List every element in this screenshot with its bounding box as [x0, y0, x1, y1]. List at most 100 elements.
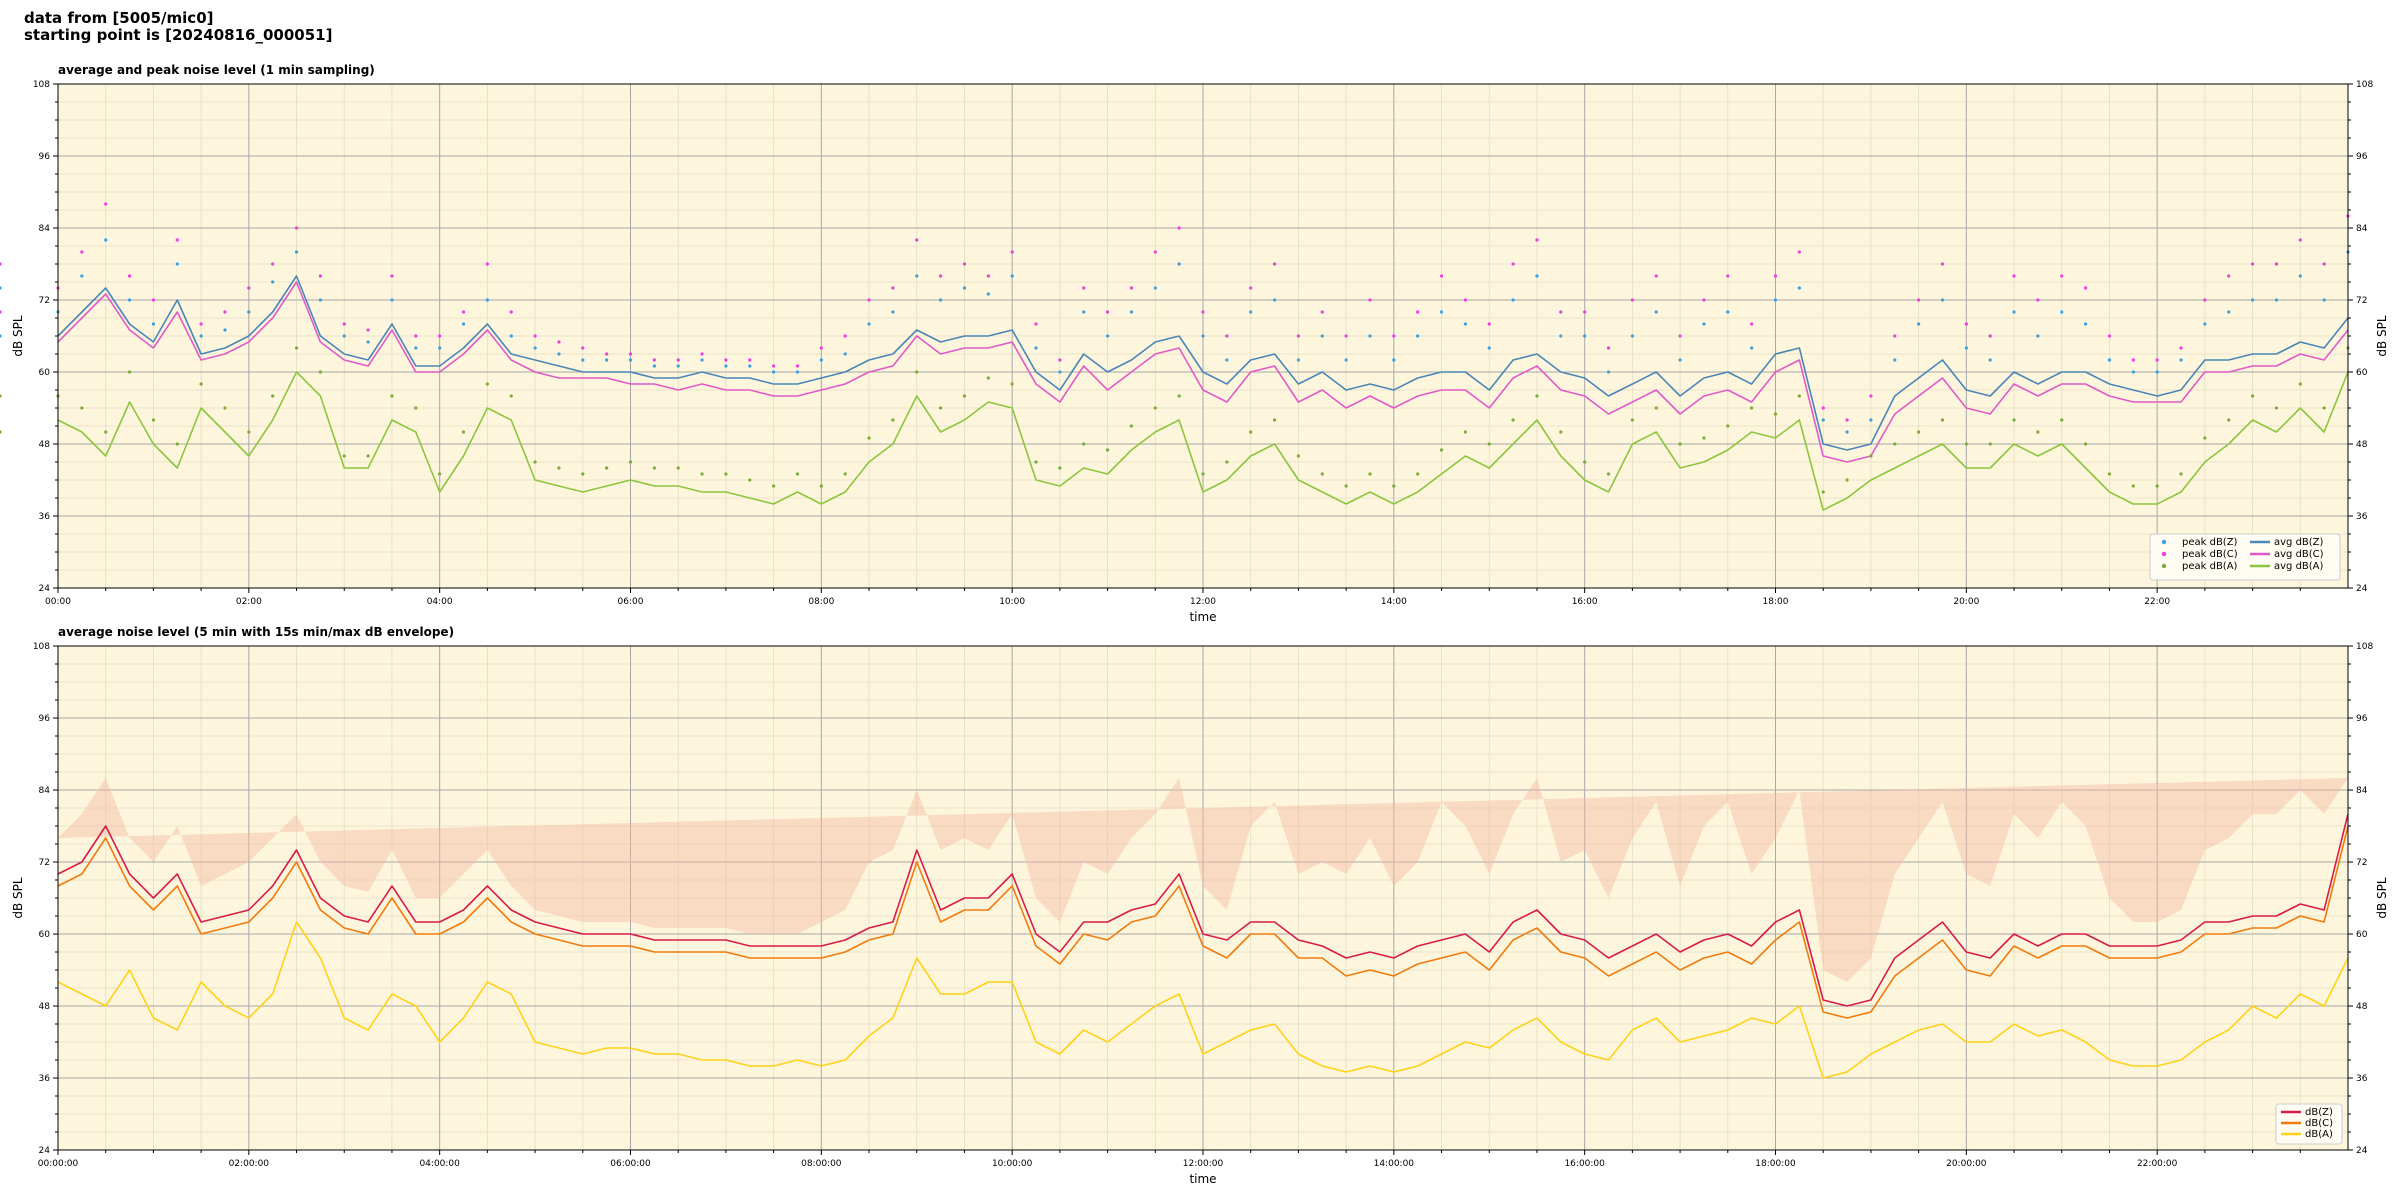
y-tick-label-right: 24: [2356, 1146, 2368, 1156]
data-point-peak-db-a: [628, 460, 633, 464]
series-line-avg-db-z: [57, 275, 2349, 451]
series-envelope: [58, 778, 2348, 982]
data-point-peak-db-z: [772, 370, 776, 374]
y-tick-label: 36: [39, 1074, 51, 1084]
data-point-peak-db-c: [485, 262, 489, 266]
data-point-peak-db-c: [867, 298, 871, 302]
data-point-peak-db-c: [271, 262, 275, 266]
data-point-peak-db-c: [1082, 286, 1086, 290]
data-point-peak-db-a: [1702, 436, 1706, 440]
y-tick-label-right: 48: [2356, 1002, 2368, 1012]
data-point-peak-db-z: [915, 274, 919, 278]
y-tick-label: 108: [33, 642, 50, 652]
data-point-peak-db-z: [1368, 334, 1372, 338]
data-point-peak-db-a: [1296, 454, 1301, 458]
data-point-peak-db-a: [2084, 442, 2088, 446]
data-point-peak-db-z: [1893, 358, 1897, 362]
data-point-peak-db-a: [1439, 448, 1444, 452]
y-tick-label: 48: [39, 1002, 51, 1012]
data-point-peak-db-z: [461, 322, 466, 326]
data-point-peak-db-a: [557, 466, 561, 470]
data-point-peak-db-z: [1201, 334, 1205, 338]
data-point-peak-db-z: [1225, 358, 1229, 362]
data-point-peak-db-c: [700, 352, 704, 356]
data-point-peak-db-c: [1917, 298, 1921, 302]
y-tick-label-right: 96: [2356, 714, 2368, 724]
y-tick-label-right: 72: [2356, 296, 2367, 306]
source-line: data from [5005/mic0]: [24, 9, 214, 27]
data-point-peak-db-c: [581, 346, 585, 350]
start-point-line: starting point is [20240816_000051]: [24, 26, 333, 44]
data-point-peak-db-z: [1272, 298, 1277, 302]
data-point-peak-db-z: [557, 352, 561, 356]
data-point-peak-db-c: [748, 358, 752, 362]
data-point-peak-db-z: [1726, 310, 1730, 314]
data-point-peak-db-a: [2203, 436, 2207, 440]
data-point-peak-db-c: [2227, 274, 2231, 278]
data-point-peak-db-z: [843, 352, 847, 356]
data-point-peak-db-z: [151, 322, 156, 326]
legend: peak dB(Z)peak dB(C)peak dB(A)avg dB(Z)a…: [2149, 533, 2341, 581]
data-point-peak-db-a: [2107, 472, 2112, 476]
data-point-peak-db-z: [1463, 322, 1467, 326]
data-point-peak-db-z: [1750, 346, 1754, 350]
data-point-peak-db-z: [1177, 262, 1181, 266]
x-tick-label: 06:00:00: [610, 1159, 651, 1169]
legend-marker: [2161, 539, 2167, 545]
data-point-peak-db-z: [1797, 286, 1801, 290]
x-tick-label: 14:00:00: [1374, 1159, 1415, 1169]
data-point-peak-db-z: [986, 292, 990, 296]
data-point-peak-db-z: [939, 298, 943, 302]
y-tick-label: 96: [39, 714, 51, 724]
data-point-peak-db-z: [1773, 298, 1778, 302]
data-point-peak-db-z: [247, 310, 251, 314]
data-point-peak-db-z: [1869, 418, 1873, 422]
data-point-peak-db-z: [676, 364, 680, 368]
data-point-peak-db-c: [1368, 298, 1372, 302]
data-point-peak-db-z: [1320, 334, 1324, 338]
y-tick-label-right: 24: [2356, 584, 2368, 594]
data-point-peak-db-a: [1773, 412, 1778, 416]
y-tick-label: 60: [39, 930, 51, 940]
y-tick-label: 84: [39, 786, 51, 796]
x-tick-label: 10:00: [999, 597, 1025, 607]
data-point-peak-db-z: [652, 364, 656, 368]
data-point-peak-db-z: [724, 364, 728, 368]
data-point-peak-db-z: [318, 298, 322, 302]
data-point-peak-db-a: [1153, 406, 1157, 410]
data-point-peak-db-a: [509, 394, 513, 398]
data-point-peak-db-a: [1535, 394, 1539, 398]
data-point-peak-db-z: [104, 238, 108, 242]
data-point-peak-db-z: [1105, 334, 1110, 338]
data-point-peak-db-a: [772, 484, 776, 488]
data-point-peak-db-z: [628, 358, 633, 362]
data-point-peak-db-z: [2084, 322, 2088, 326]
data-point-peak-db-c: [605, 352, 609, 356]
data-point-peak-db-a: [891, 418, 895, 422]
data-point-peak-db-a: [1177, 394, 1181, 398]
data-point-peak-db-c: [1678, 334, 1682, 338]
data-point-peak-db-a: [2227, 418, 2231, 422]
data-point-peak-db-a: [1058, 466, 1062, 470]
data-point-peak-db-c: [962, 262, 967, 266]
x-tick-label: 18:00: [1763, 597, 1789, 607]
data-point-peak-db-z: [80, 274, 84, 278]
data-point-peak-db-z: [748, 364, 752, 368]
x-axis-label: time: [1189, 1172, 1216, 1186]
data-point-peak-db-a: [1129, 424, 1134, 428]
data-point-peak-db-c: [1201, 310, 1205, 314]
x-tick-label: 20:00:00: [1946, 1159, 1987, 1169]
y-tick-label: 24: [39, 584, 51, 594]
data-point-peak-db-c: [175, 238, 179, 242]
y-tick-label-right: 72: [2356, 858, 2367, 868]
data-point-peak-db-c: [1487, 322, 1491, 326]
data-point-peak-db-a: [867, 436, 871, 440]
data-point-peak-db-c: [1869, 394, 1873, 398]
data-point-peak-db-a: [652, 466, 656, 470]
y-tick-label: 108: [33, 80, 50, 90]
y-tick-label: 48: [39, 440, 51, 450]
data-point-peak-db-c: [342, 322, 346, 326]
data-point-peak-db-c: [795, 364, 800, 368]
data-point-peak-db-z: [1535, 274, 1539, 278]
y-tick-label-right: 108: [2356, 80, 2373, 90]
